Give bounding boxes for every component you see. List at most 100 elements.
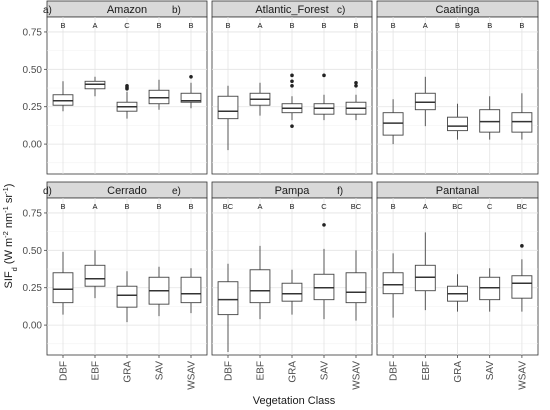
significance-letter: A [92, 202, 97, 211]
y-axis-title-part: SIF [3, 271, 15, 288]
significance-letter: B [519, 21, 524, 30]
box-gra [447, 274, 468, 312]
box-sav [148, 79, 170, 110]
panel-atlantic_forest: Atlantic_Forest b) B A B B B [172, 0, 373, 175]
significance-letter: A [257, 21, 262, 30]
box-dbf [382, 253, 404, 318]
significance-letter: C [321, 202, 327, 211]
x-tick-label: DBF [59, 361, 70, 381]
significance-letter: BC [223, 202, 234, 211]
box-dbf [52, 251, 74, 315]
box-wsav [180, 268, 202, 314]
x-tick-label: GRA [123, 361, 134, 383]
x-tick-label: EBF [256, 361, 267, 380]
panel-cerrado: Cerrado d) B A B B B 0.00 0.25 0.50 0.75 DBF EBF GRA S… [23, 181, 208, 390]
outlier-point [322, 73, 326, 78]
y-axis-title-part: -1 [1, 206, 10, 213]
box-ebf [414, 76, 436, 127]
box-dbf [217, 263, 239, 353]
significance-letter: B [124, 202, 129, 211]
facet-title: Cerrado [107, 185, 147, 197]
x-tick-label: SAV [320, 361, 331, 381]
box-sav [313, 223, 335, 320]
significance-letter: B [487, 21, 492, 30]
box-iqr [180, 276, 202, 304]
y-tick-label: 0.75 [23, 27, 43, 38]
outlier-point [290, 73, 294, 78]
panel-amazon: Amazon a) B A C B B 0.00 0.25 0.50 0.75 [23, 0, 208, 175]
box-iqr [511, 275, 533, 299]
y-axis-title-part: ) [3, 184, 15, 188]
significance-letter: BC [517, 202, 528, 211]
outlier-point [354, 80, 358, 85]
significance-letter: A [423, 202, 428, 211]
box-iqr [180, 92, 202, 103]
significance-letter: B [60, 202, 65, 211]
x-tick-label: EBF [91, 361, 102, 380]
y-tick-label: 0.25 [23, 102, 43, 113]
outlier-point [520, 244, 524, 248]
significance-letter: BC [351, 202, 362, 211]
box-wsav [511, 93, 533, 140]
box-iqr [281, 282, 303, 302]
outlier-point [354, 83, 358, 88]
significance-letter: B [289, 202, 294, 211]
significance-letter: B [156, 202, 161, 211]
significance-letter: B [188, 21, 193, 30]
x-tick-label: GRA [453, 361, 464, 383]
y-axis-title-part: -1 [1, 187, 10, 194]
y-tick-label: 0.75 [23, 208, 43, 219]
x-tick-label: EBF [421, 361, 432, 380]
y-tick-label: 0.00 [23, 140, 43, 151]
box-gra [116, 271, 138, 323]
significance-letter: A [423, 21, 428, 30]
y-tick-label: 0.00 [23, 321, 43, 332]
significance-letter: C [487, 202, 493, 211]
significance-letter: B [391, 202, 396, 211]
x-tick-label: WSAV [187, 361, 198, 390]
box-dbf [52, 81, 74, 112]
y-tick-label: 0.50 [23, 65, 43, 76]
box-wsav [345, 250, 367, 321]
box-wsav [511, 244, 533, 312]
outlier-point [125, 83, 129, 88]
box-sav [479, 268, 501, 312]
box-wsav [345, 80, 367, 121]
y-axis-title-part: (W m [3, 238, 15, 267]
significance-letter: C [124, 21, 130, 30]
y-axis-title-part: sr [3, 194, 15, 207]
box-iqr [345, 272, 367, 304]
panel-letter: d) [43, 186, 52, 197]
box-ebf [249, 82, 271, 116]
box-wsav [180, 75, 202, 109]
box-gra [281, 269, 303, 315]
facet-title: Pantanal [436, 185, 479, 197]
box-iqr [249, 269, 271, 304]
x-tick-label: WSAV [517, 361, 528, 390]
facet-title: Atlantic_Forest [255, 4, 328, 16]
y-axis-title-part: nm [3, 213, 15, 231]
significance-letter: B [60, 21, 65, 30]
x-tick-label: DBF [389, 361, 400, 381]
panel-letter: b) [172, 5, 181, 16]
box-gra [447, 103, 468, 140]
significance-letter: B [391, 21, 396, 30]
y-tick-label: 0.50 [23, 246, 43, 257]
x-tick-label: SAV [485, 361, 496, 381]
x-tick-label: WSAV [352, 361, 363, 390]
x-tick-label: GRA [288, 361, 299, 383]
y-axis-title: SIFd (W m-2 nm-1 sr-1) [1, 184, 19, 289]
significance-letter: A [92, 21, 97, 30]
box-iqr [116, 285, 138, 308]
box-iqr [52, 272, 74, 304]
box-dbf [217, 85, 239, 151]
significance-letter: B [225, 21, 230, 30]
box-gra [116, 83, 138, 119]
significance-letter: BC [452, 202, 463, 211]
panel-letter: f) [337, 186, 343, 197]
y-axis-title-part: d [10, 267, 19, 271]
outlier-point [290, 79, 294, 84]
panel-letter: e) [172, 186, 181, 197]
significance-letter: B [156, 21, 161, 30]
